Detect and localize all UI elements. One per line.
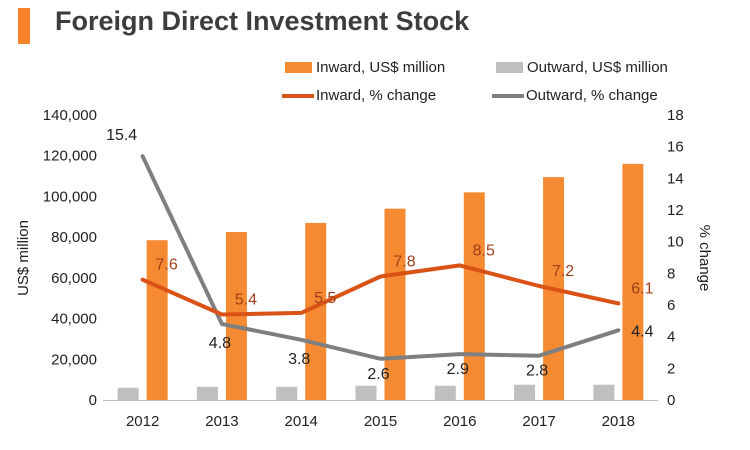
inward-bar bbox=[305, 222, 327, 400]
x-tick-label: 2014 bbox=[285, 413, 318, 430]
outward-bar bbox=[276, 386, 298, 400]
outward-change-label: 2.6 bbox=[367, 366, 389, 383]
inward-change-label: 7.8 bbox=[393, 254, 415, 271]
y2-tick-label: 18 bbox=[667, 107, 684, 124]
inward-change-label: 7.6 bbox=[156, 257, 178, 274]
outward-change-label: 3.8 bbox=[288, 351, 310, 368]
legend-inward-line: Inward, % change bbox=[282, 87, 436, 104]
x-tick-label: 2013 bbox=[205, 413, 238, 430]
outward-change-label: 4.8 bbox=[209, 335, 231, 352]
x-tick-label: 2016 bbox=[443, 413, 476, 430]
legend-inward-line-swatch bbox=[282, 93, 314, 98]
x-tick-label: 2012 bbox=[126, 413, 159, 430]
y-tick-label: 40,000 bbox=[51, 311, 97, 328]
y-tick-label: 80,000 bbox=[51, 229, 97, 246]
y2-tick-label: 10 bbox=[667, 234, 684, 251]
outward-change-label: 2.9 bbox=[447, 361, 469, 378]
outward-bar bbox=[514, 384, 536, 400]
y-axis-title: US$ million bbox=[15, 220, 32, 296]
legend-inward-bar-label: Inward, US$ million bbox=[316, 59, 446, 76]
y2-tick-label: 8 bbox=[667, 265, 675, 282]
inward-change-label: 5.5 bbox=[314, 290, 336, 307]
outward-bar bbox=[355, 385, 377, 400]
inward-change-label: 7.2 bbox=[552, 263, 574, 280]
y2-tick-label: 0 bbox=[667, 392, 675, 409]
y2-tick-label: 6 bbox=[667, 297, 675, 314]
y2-tick-label: 2 bbox=[667, 360, 675, 377]
y-tick-label: 0 bbox=[89, 392, 97, 409]
y2-tick-label: 12 bbox=[667, 202, 684, 219]
outward-change-line bbox=[140, 154, 621, 361]
outward-bar bbox=[434, 385, 456, 400]
inward-bar bbox=[463, 192, 485, 400]
inward-bar bbox=[146, 240, 168, 400]
y2-tick-label: 16 bbox=[667, 139, 684, 156]
inward-bar bbox=[622, 163, 644, 400]
y-tick-label: 100,000 bbox=[43, 188, 97, 205]
x-tick-label: 2017 bbox=[522, 413, 555, 430]
y-tick-label: 120,000 bbox=[43, 148, 97, 165]
y2-tick-label: 14 bbox=[667, 170, 684, 187]
page-title: Foreign Direct Investment Stock bbox=[55, 6, 470, 36]
x-tick-label: 2015 bbox=[364, 413, 397, 430]
legend-inward-bar-swatch bbox=[285, 62, 312, 73]
legend-outward-line: Outward, % change bbox=[492, 87, 658, 104]
legend-outward-line-swatch bbox=[492, 93, 524, 98]
y-tick-label: 140,000 bbox=[43, 107, 97, 124]
legend-outward-bar-label: Outward, US$ million bbox=[527, 59, 668, 76]
outward-bar bbox=[117, 387, 139, 400]
outward-bar bbox=[196, 386, 218, 400]
outward-change-label: 2.8 bbox=[526, 363, 548, 380]
outward-change-label: 15.4 bbox=[106, 127, 137, 144]
legend-inward-line-label: Inward, % change bbox=[316, 87, 437, 104]
y2-tick-label: 4 bbox=[667, 329, 675, 346]
inward-change-label: 5.4 bbox=[235, 292, 257, 309]
y2-axis-title: % change bbox=[696, 225, 713, 292]
inward-change-label: 6.1 bbox=[631, 280, 653, 297]
legend-outward-line-label: Outward, % change bbox=[526, 87, 658, 104]
y-tick-label: 60,000 bbox=[51, 270, 97, 287]
inward-bar bbox=[384, 208, 406, 400]
outward-bar bbox=[593, 384, 615, 400]
inward-change-label: 8.5 bbox=[473, 242, 495, 259]
legend-inward-bar: Inward, US$ million bbox=[285, 59, 445, 76]
x-tick-label: 2018 bbox=[602, 413, 635, 430]
legend-outward-bar-swatch bbox=[496, 62, 523, 73]
y-tick-label: 20,000 bbox=[51, 351, 97, 368]
inward-change-line bbox=[140, 263, 621, 317]
outward-change-label: 4.4 bbox=[631, 323, 653, 340]
legend-outward-bar: Outward, US$ million bbox=[496, 59, 668, 76]
title-accent-bar bbox=[18, 8, 30, 44]
